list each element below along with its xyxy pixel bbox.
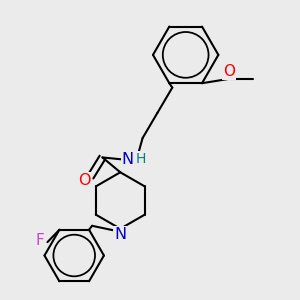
- Text: O: O: [223, 64, 235, 79]
- Text: N: N: [122, 152, 134, 167]
- Text: O: O: [78, 173, 91, 188]
- Text: F: F: [36, 233, 44, 248]
- Text: N: N: [114, 226, 126, 242]
- Text: H: H: [136, 152, 146, 166]
